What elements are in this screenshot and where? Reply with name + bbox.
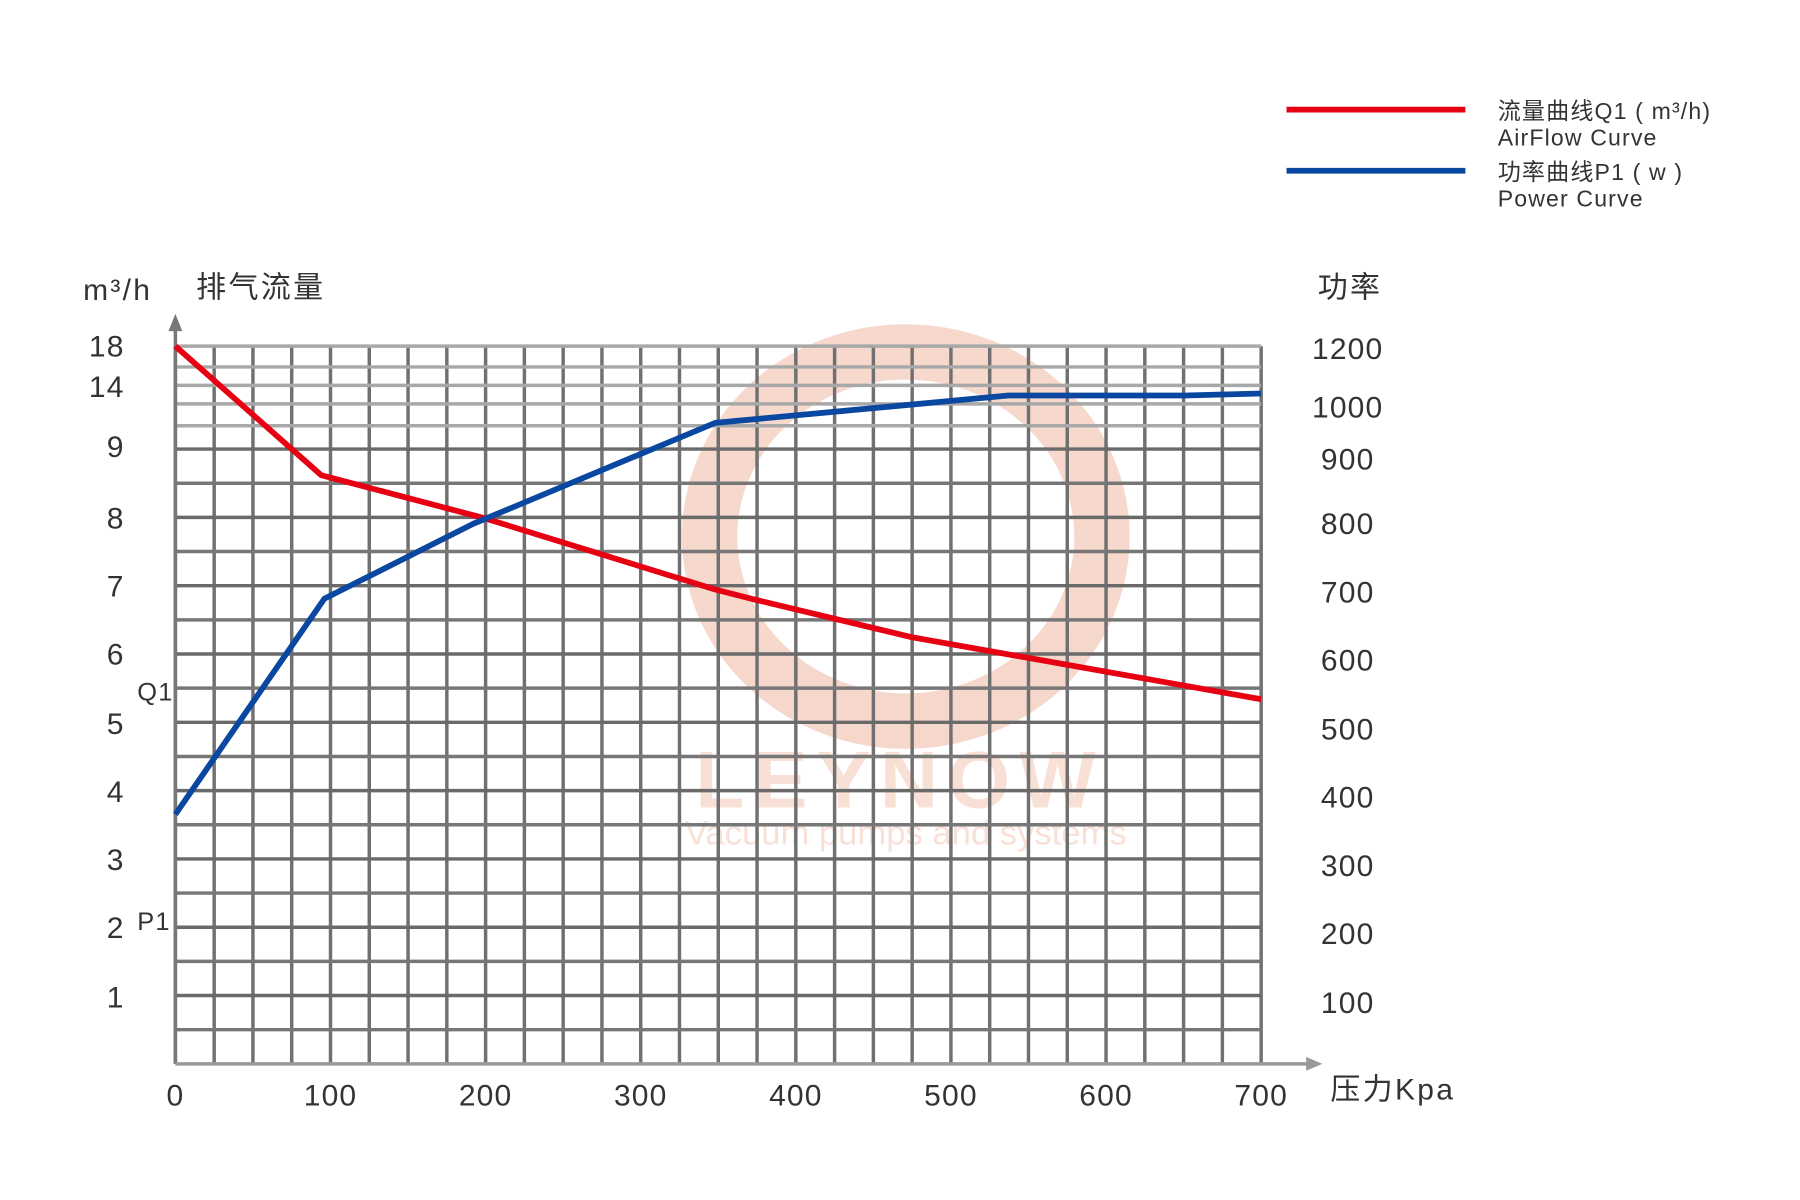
axes xyxy=(168,313,1323,1071)
legend-label-power-en: Power Curve xyxy=(1498,186,1644,212)
x-axis-label: 压力Kpa xyxy=(1330,1074,1455,1107)
y-right-tick-label: 500 xyxy=(1321,714,1375,747)
y-left-tick-label: 5 xyxy=(107,708,125,741)
x-tick-label: 400 xyxy=(769,1079,823,1112)
x-tick-label: 600 xyxy=(1079,1079,1133,1112)
y-left-tick-label: 3 xyxy=(107,844,125,877)
y-right-tick-label: 800 xyxy=(1321,508,1375,541)
grid xyxy=(173,344,1263,1064)
y-left-tick-label: 9 xyxy=(107,431,125,464)
y-right-tick-label: 300 xyxy=(1321,850,1375,883)
y-right-tick-label: 200 xyxy=(1321,918,1375,951)
airflow-curve xyxy=(173,343,1262,703)
y-left-tick-label: 14 xyxy=(89,371,125,404)
power-curve xyxy=(173,390,1262,817)
y-right-tick-label: 600 xyxy=(1321,644,1375,677)
y-left-tick-label: 2 xyxy=(107,912,125,945)
y-left-tick-label: 7 xyxy=(107,571,125,604)
x-axis-arrow-icon xyxy=(1306,1056,1323,1071)
y-right-tick-label: 900 xyxy=(1321,444,1375,477)
y-left-tick-label: 18 xyxy=(89,331,125,364)
y-left-label: 排气流量 xyxy=(196,272,325,305)
x-tick-label: 300 xyxy=(614,1079,668,1112)
watermark-tagline: Vacuum pumps and systems xyxy=(685,815,1127,853)
x-tick-label: 200 xyxy=(459,1079,513,1112)
y-right-tick-label: 400 xyxy=(1321,782,1375,815)
series-lines xyxy=(173,343,1262,817)
legend-label-airflow-cn: 流量曲线Q1 ( m³/h) xyxy=(1498,98,1711,124)
legend-label-airflow-en: AirFlow Curve xyxy=(1498,124,1658,150)
y-right-tick-label: 700 xyxy=(1321,576,1375,609)
q1-tag: Q1 xyxy=(137,678,173,706)
y-right-tick-label: 100 xyxy=(1321,987,1375,1020)
x-tick-label: 700 xyxy=(1234,1079,1288,1112)
y-axis-arrow-icon xyxy=(168,313,183,332)
y-left-tick-label: 1 xyxy=(107,981,125,1014)
y-left-tick-label: 6 xyxy=(107,639,125,672)
y-right-tick-label: 1000 xyxy=(1312,392,1383,425)
y-left-tick-label: 4 xyxy=(107,776,125,809)
y-left-unit: m³/h xyxy=(83,274,152,307)
legend: 流量曲线Q1 ( m³/h) AirFlow Curve 功率曲线P1 ( w … xyxy=(1286,98,1711,212)
p1-tag: P1 xyxy=(137,908,170,936)
tick-labels: 0 100 200 300 400 500 600 700 18 14 9 8 7 6 5 4 3 2 1 1200 1… xyxy=(89,331,1383,1113)
x-tick-label: 500 xyxy=(924,1079,978,1112)
legend-label-power-cn: 功率曲线P1 ( w ) xyxy=(1498,159,1684,185)
y-left-tick-label: 8 xyxy=(107,502,125,535)
x-tick-label: 100 xyxy=(304,1079,358,1112)
y-right-tick-label: 1200 xyxy=(1312,333,1383,366)
x-tick-label: 0 xyxy=(166,1079,184,1112)
y-right-label: 功率 xyxy=(1318,272,1383,305)
